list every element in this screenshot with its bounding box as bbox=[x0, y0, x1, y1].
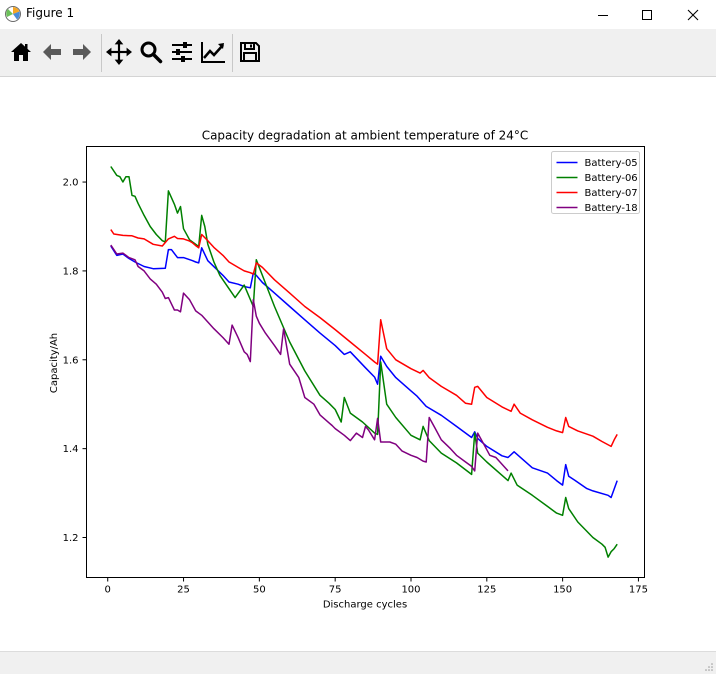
minimize-button[interactable] bbox=[580, 0, 626, 29]
save-icon bbox=[240, 42, 260, 62]
forward-button[interactable] bbox=[67, 37, 97, 67]
series-layer bbox=[110, 166, 618, 558]
close-icon bbox=[687, 9, 699, 20]
x-tick-label: 150 bbox=[553, 585, 572, 596]
pan-button[interactable] bbox=[104, 37, 134, 67]
capacity-chart: Capacity degradation at ambient temperat… bbox=[49, 129, 648, 611]
plot-frame bbox=[86, 146, 645, 578]
series-line-battery-07 bbox=[110, 229, 618, 448]
x-tick-label: 25 bbox=[177, 585, 190, 596]
legend-label: Battery-05 bbox=[585, 158, 638, 169]
zoom-button[interactable] bbox=[136, 37, 166, 67]
window-title: Figure 1 bbox=[26, 6, 75, 20]
save-button[interactable] bbox=[235, 37, 265, 67]
close-button[interactable] bbox=[670, 0, 716, 29]
forward-icon bbox=[73, 44, 91, 60]
legend-label: Battery-18 bbox=[585, 203, 638, 214]
x-tick-label: 0 bbox=[105, 585, 111, 596]
legend: Battery-05 Battery-06 Battery-07 Battery-18 bbox=[551, 151, 640, 214]
x-tick-label: 50 bbox=[253, 585, 266, 596]
configure-subplots-button[interactable] bbox=[167, 37, 197, 67]
x-tick-label: 125 bbox=[477, 585, 496, 596]
maximize-button[interactable] bbox=[624, 0, 670, 29]
pan-icon bbox=[106, 39, 132, 65]
y-tick-label: 1.6 bbox=[63, 355, 79, 366]
chart-title: Capacity degradation at ambient temperat… bbox=[202, 129, 529, 143]
toolbar-separator bbox=[101, 34, 102, 72]
x-tick-label: 175 bbox=[629, 585, 648, 596]
series-line-battery-05 bbox=[110, 245, 618, 499]
y-axis-label: Capacity/Ah bbox=[49, 333, 60, 393]
x-tick-label: 100 bbox=[401, 585, 420, 596]
configure-subplots-icon bbox=[172, 42, 192, 62]
y-tick-label: 1.2 bbox=[63, 533, 79, 544]
x-axis-label: Discharge cycles bbox=[323, 600, 407, 611]
window-titlebar: Figure 1 bbox=[0, 0, 716, 29]
maximize-icon bbox=[642, 9, 652, 20]
legend-label: Battery-07 bbox=[585, 188, 638, 199]
minimize-icon bbox=[598, 14, 608, 16]
zoom-icon bbox=[140, 41, 163, 64]
y-tick-label: 1.8 bbox=[63, 266, 79, 277]
x-axis: 0 25 50 75 100 125 150 175 bbox=[105, 577, 648, 596]
toolbar-separator bbox=[232, 34, 233, 72]
series-line-battery-06 bbox=[110, 166, 618, 558]
matplotlib-app-icon bbox=[5, 6, 21, 22]
y-tick-label: 1.4 bbox=[63, 444, 79, 455]
navigation-toolbar bbox=[0, 29, 716, 77]
y-axis: 1.2 1.4 1.6 1.8 2.0 bbox=[63, 178, 87, 544]
home-icon bbox=[11, 43, 31, 61]
x-tick-label: 75 bbox=[329, 585, 342, 596]
home-button[interactable] bbox=[6, 37, 36, 67]
series-line-battery-18 bbox=[110, 244, 509, 472]
edit-axis-icon bbox=[201, 42, 225, 63]
legend-label: Battery-06 bbox=[585, 173, 638, 184]
figure-canvas[interactable]: Capacity degradation at ambient temperat… bbox=[0, 77, 716, 651]
resize-grip-icon[interactable] bbox=[704, 662, 714, 672]
back-icon bbox=[43, 44, 61, 60]
edit-axis-button[interactable] bbox=[198, 37, 228, 67]
status-bar bbox=[0, 651, 716, 674]
legend-box bbox=[551, 151, 640, 214]
y-tick-label: 2.0 bbox=[63, 178, 79, 189]
back-button[interactable] bbox=[37, 37, 67, 67]
